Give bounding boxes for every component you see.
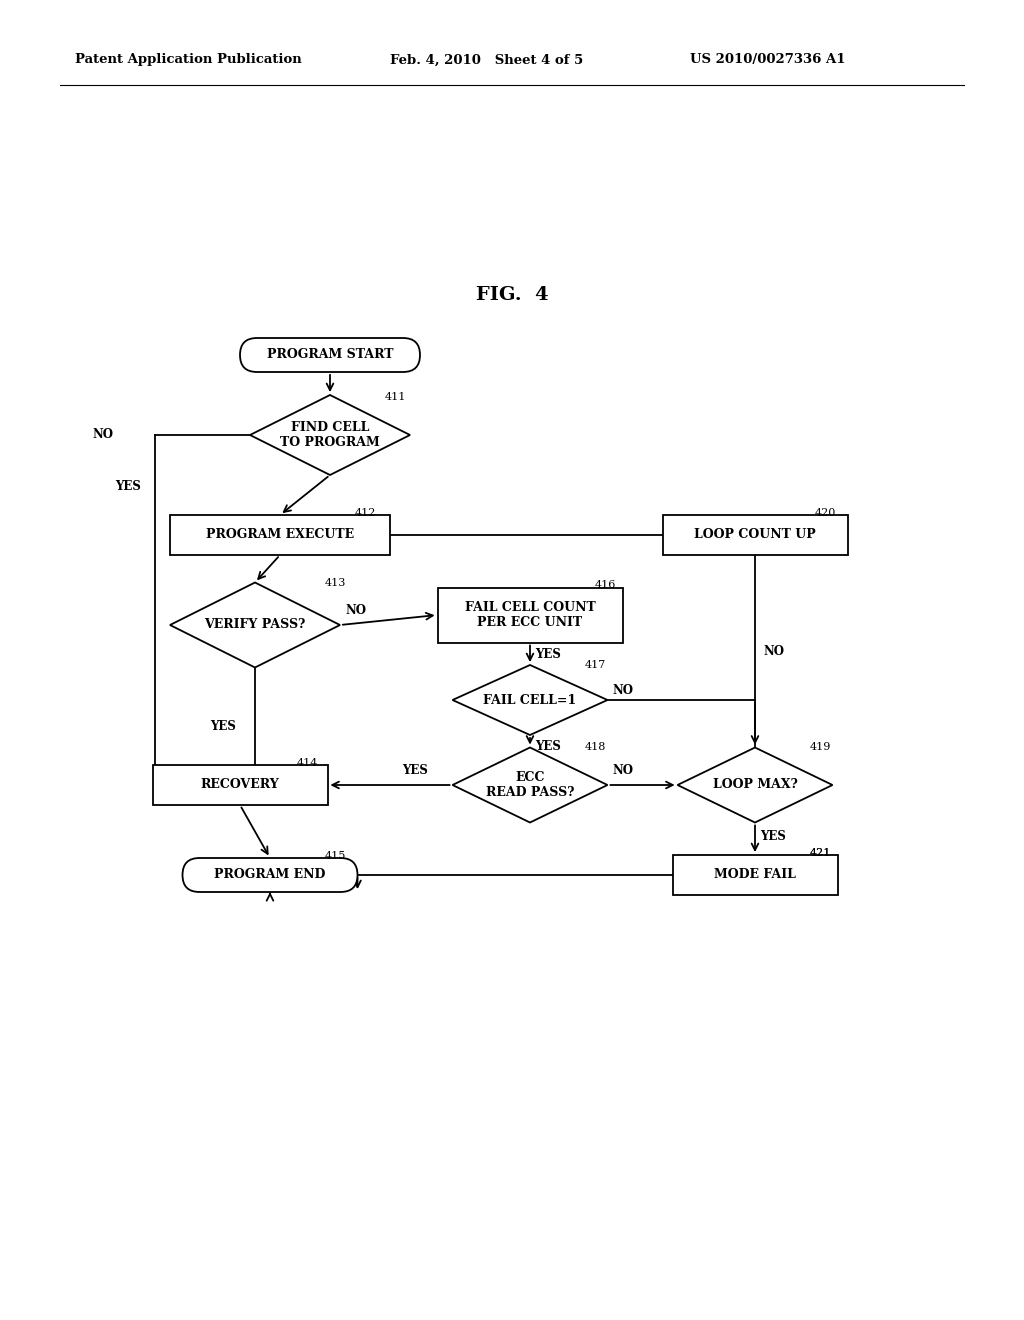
Polygon shape (453, 665, 607, 735)
Text: ECC
READ PASS?: ECC READ PASS? (485, 771, 574, 799)
Text: RECOVERY: RECOVERY (201, 779, 280, 792)
Text: NO: NO (345, 605, 366, 618)
Text: Patent Application Publication: Patent Application Publication (75, 54, 302, 66)
Text: Feb. 4, 2010   Sheet 4 of 5: Feb. 4, 2010 Sheet 4 of 5 (390, 54, 584, 66)
Text: 420: 420 (815, 508, 837, 517)
Polygon shape (250, 395, 410, 475)
Text: FAIL CELL=1: FAIL CELL=1 (483, 693, 577, 706)
FancyBboxPatch shape (240, 338, 420, 372)
Text: LOOP MAX?: LOOP MAX? (713, 779, 798, 792)
Text: NO: NO (612, 684, 634, 697)
Text: MODE FAIL: MODE FAIL (714, 869, 796, 882)
Text: 416: 416 (595, 579, 616, 590)
Text: PROGRAM EXECUTE: PROGRAM EXECUTE (206, 528, 354, 541)
Text: 421: 421 (810, 847, 831, 858)
Text: 415: 415 (325, 851, 346, 861)
Text: 412: 412 (355, 508, 377, 517)
Text: NO: NO (763, 644, 784, 657)
Text: US 2010/0027336 A1: US 2010/0027336 A1 (690, 54, 846, 66)
Text: PROGRAM START: PROGRAM START (266, 348, 393, 362)
Polygon shape (678, 747, 833, 822)
Polygon shape (170, 582, 340, 668)
Text: 413: 413 (325, 578, 346, 587)
Text: FIND CELL
TO PROGRAM: FIND CELL TO PROGRAM (281, 421, 380, 449)
Bar (663, 515, 848, 554)
Text: 411: 411 (385, 392, 407, 403)
Text: YES: YES (115, 480, 141, 494)
Text: YES: YES (402, 764, 428, 777)
Text: 421: 421 (810, 847, 831, 858)
Text: VERIFY PASS?: VERIFY PASS? (205, 619, 305, 631)
Text: YES: YES (210, 719, 236, 733)
Text: 414: 414 (297, 758, 318, 768)
Text: FAIL CELL COUNT
PER ECC UNIT: FAIL CELL COUNT PER ECC UNIT (465, 601, 595, 630)
FancyBboxPatch shape (182, 858, 357, 892)
Text: YES: YES (760, 830, 785, 843)
Text: 418: 418 (585, 742, 606, 752)
Text: YES: YES (535, 648, 561, 661)
Text: LOOP COUNT UP: LOOP COUNT UP (694, 528, 816, 541)
Text: PROGRAM END: PROGRAM END (214, 869, 326, 882)
Polygon shape (453, 747, 607, 822)
Text: FIG.  4: FIG. 4 (476, 286, 548, 304)
Bar (170, 515, 390, 554)
Bar (437, 587, 623, 643)
Text: NO: NO (92, 429, 113, 441)
Text: NO: NO (612, 764, 634, 777)
Bar (673, 855, 838, 895)
Text: YES: YES (535, 741, 561, 754)
Text: 419: 419 (810, 742, 831, 752)
Text: 417: 417 (585, 660, 606, 671)
Bar (153, 766, 328, 805)
